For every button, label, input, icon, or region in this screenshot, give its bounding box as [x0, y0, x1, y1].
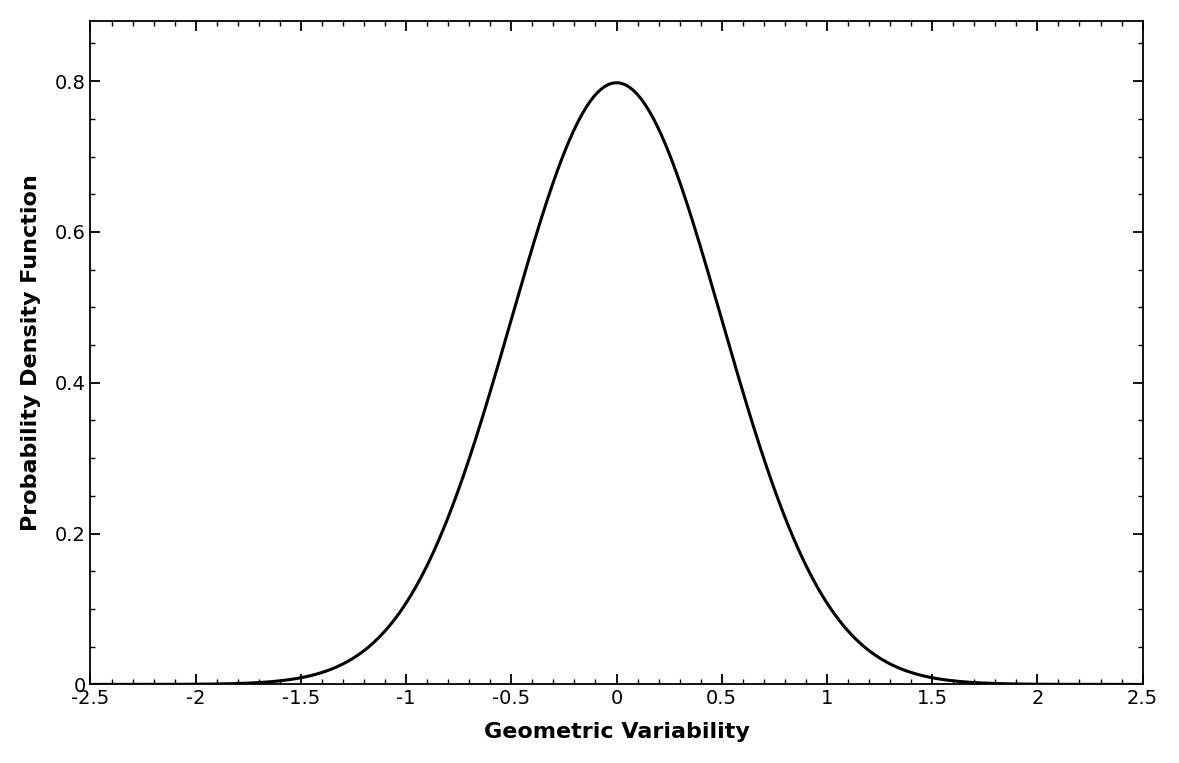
Y-axis label: Probability Density Function: Probability Density Function — [21, 174, 41, 531]
X-axis label: Geometric Variability: Geometric Variability — [483, 722, 750, 742]
